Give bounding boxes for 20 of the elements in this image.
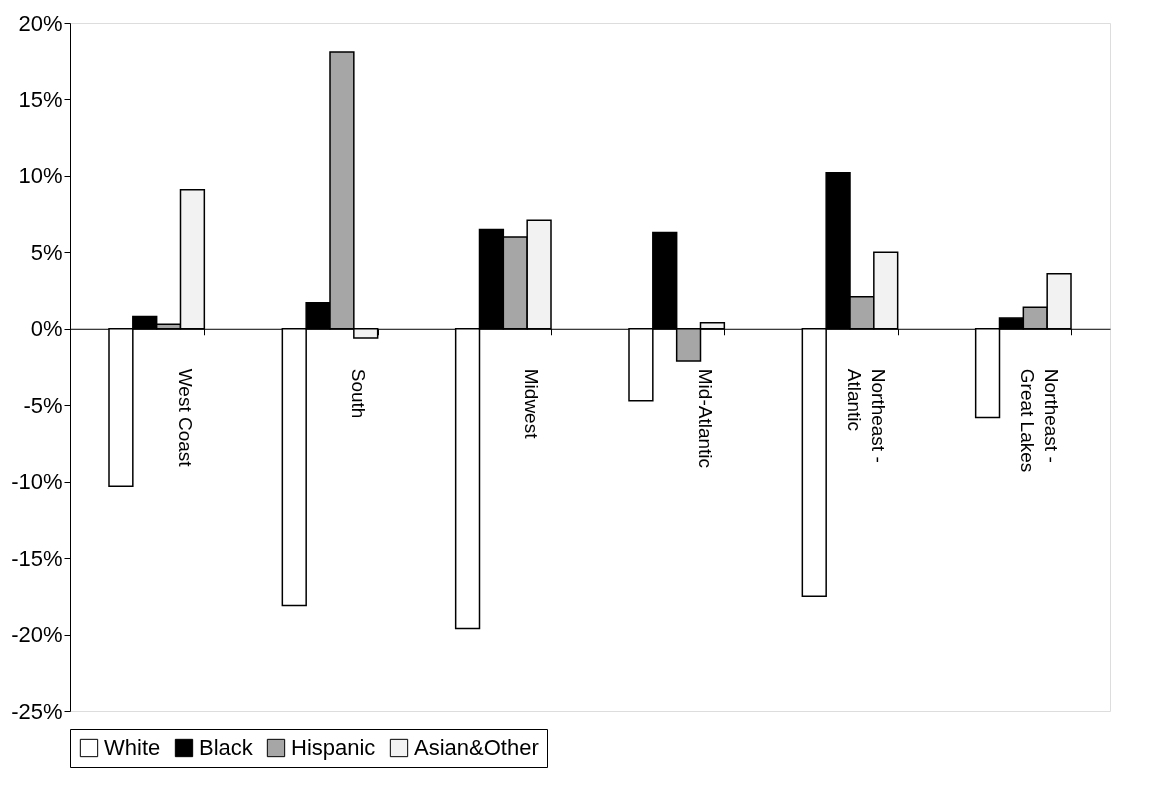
x-tick-label: Northeast - Atlantic [844,368,889,463]
legend-label: Black [199,735,254,760]
y-tick-label: 5% [30,239,63,265]
legend-label: Hispanic [291,735,376,760]
y-tick-label: -15% [11,545,63,571]
x-tick-label: Northeast - Great Lakes [1017,368,1063,473]
y-tick-label: 15% [18,86,63,112]
x-tick-label: South [348,368,369,419]
x-tick-label: Mid-Atlantic [694,368,716,469]
y-tick-label: -20% [11,622,63,648]
y-tick-label: 20% [18,10,63,36]
x-tick-label: Midwest [521,368,543,440]
y-tick-label: -5% [23,392,63,418]
y-tick-label: -25% [11,698,63,724]
y-tick-label: -10% [11,469,63,495]
y-tick-label: 10% [18,163,63,189]
y-tick-label: 0% [30,316,63,342]
legend-label: White [104,735,161,760]
x-tick-label: West Coast [174,368,196,468]
legend-label: Asian&Other [414,735,539,760]
